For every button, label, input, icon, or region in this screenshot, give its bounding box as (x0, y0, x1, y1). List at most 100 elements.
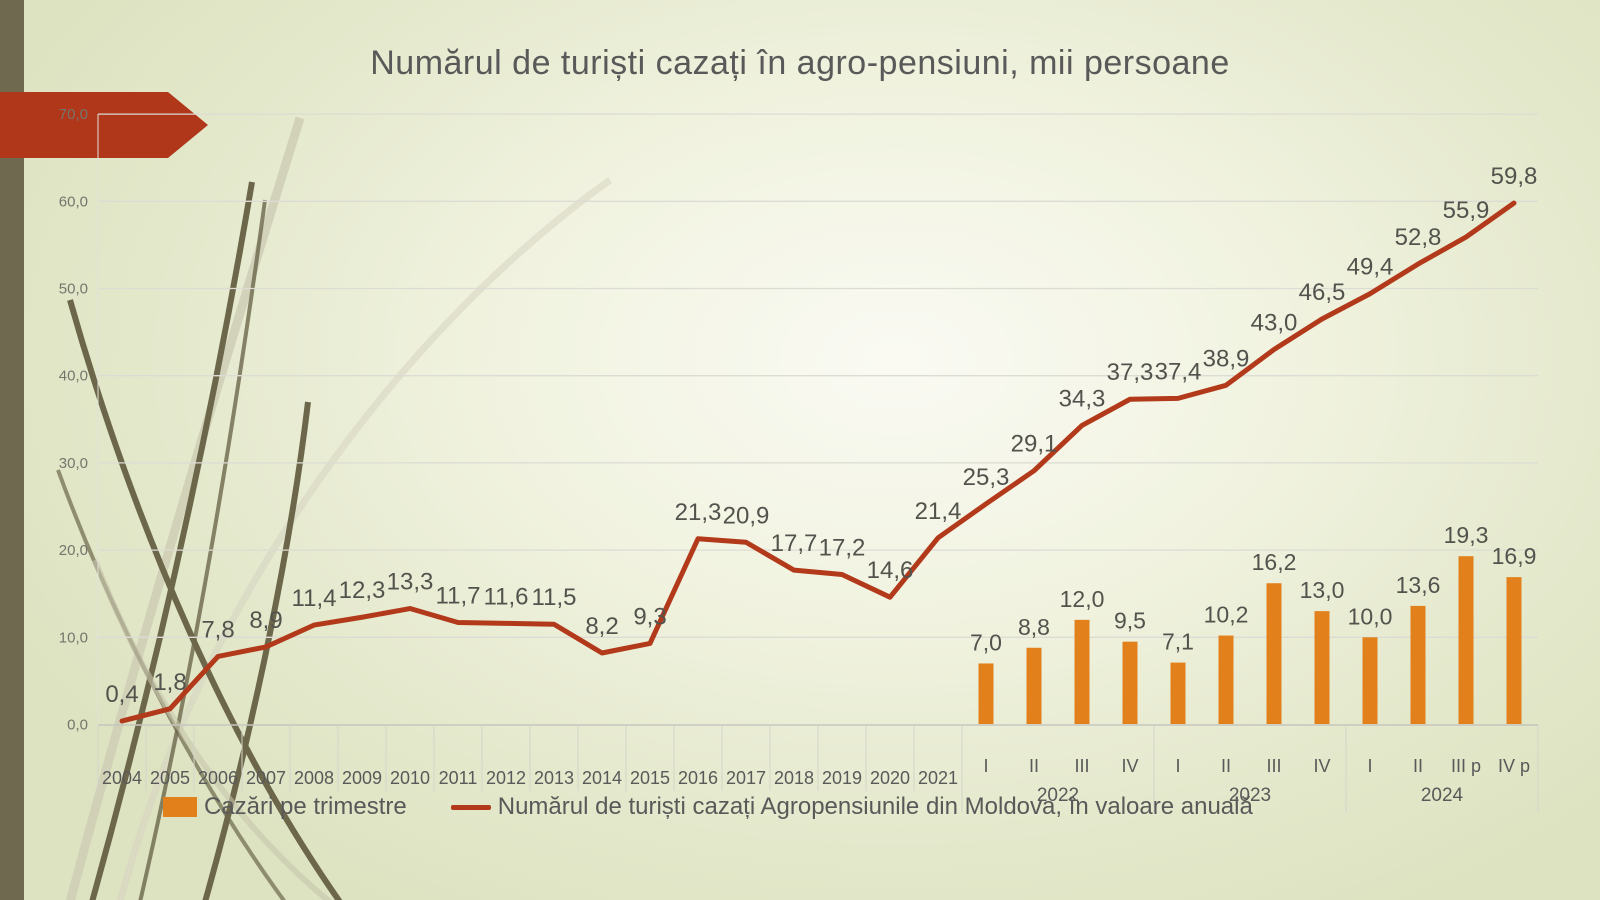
dlab-text: 52,8 (1395, 224, 1442, 251)
bar-swatch-icon (163, 797, 197, 817)
dlab-text: 12,3 (339, 577, 386, 604)
line-series (119, 200, 1517, 724)
blab-text: 13,0 (1300, 577, 1345, 603)
dlab-text: 34,3 (1059, 385, 1106, 412)
bar (1266, 583, 1282, 724)
bar (978, 663, 994, 724)
dlab-text: 14,6 (867, 557, 914, 584)
dlab-text: 49,4 (1347, 254, 1394, 281)
ylab-text: 50,0 (59, 281, 88, 298)
bar-series (978, 556, 1522, 724)
gylab-text: 2022 (1037, 785, 1079, 806)
xlab-text: I (983, 756, 988, 776)
xlab-text: 2007 (246, 768, 286, 788)
xlab-text: I (1367, 756, 1372, 776)
dlab-text: 37,3 (1107, 359, 1154, 386)
bar (1170, 662, 1186, 724)
blab-text: 7,1 (1162, 629, 1194, 655)
blab-text: 16,2 (1252, 549, 1297, 575)
red-arrow-accent (0, 92, 208, 158)
dlab-text: 11,5 (532, 584, 577, 611)
xlab-text: III (1074, 756, 1089, 776)
dlab-text: 46,5 (1299, 279, 1346, 306)
dlab-text: 11,4 (292, 585, 337, 612)
line-swatch-icon (450, 804, 491, 810)
legend-label: Cazări pe trimestre (204, 793, 407, 820)
xlab-text: 2020 (870, 768, 910, 788)
blab-text: 13,6 (1396, 572, 1441, 598)
dlab-text: 17,7 (771, 530, 818, 557)
legend-item-bars: Cazări pe trimestre (163, 793, 407, 821)
xlab-text: 2015 (630, 768, 670, 788)
blab-text: 8,8 (1018, 614, 1050, 640)
bar (1074, 619, 1090, 724)
dlab-text: 21,4 (915, 498, 962, 525)
xlab-text: 2006 (198, 768, 238, 788)
xlab-text: 2004 (102, 768, 142, 788)
xlab-text: 2016 (678, 768, 718, 788)
blab-text: 12,0 (1060, 586, 1105, 612)
ylab-text: 0,0 (67, 717, 88, 734)
bar (1122, 641, 1138, 724)
dlab-text: 20,9 (723, 502, 770, 529)
xlab-text: III p (1451, 756, 1481, 776)
xlab-text: 2014 (582, 768, 622, 788)
ylab-text: 60,0 (59, 193, 88, 210)
xlab-text: 2013 (534, 768, 574, 788)
ylab-text: 20,0 (59, 542, 88, 559)
xlab-text: IV p (1498, 756, 1530, 776)
xlab-text: 2018 (774, 768, 814, 788)
ylab-text: 30,0 (59, 455, 88, 472)
chart-legend: Cazări pe trimestre Numărul de turiști c… (163, 793, 1253, 821)
dlab-text: 9,3 (633, 603, 666, 630)
legend-label: Numărul de turiști cazați Agropensiunile… (497, 793, 1253, 820)
dlab-text: 0,4 (105, 681, 138, 708)
page-title: Numărul de turiști cazați în agro-pensiu… (370, 44, 1230, 82)
blab-text: 19,3 (1444, 522, 1489, 548)
xlab-text: II (1413, 756, 1423, 776)
dlab-text: 38,9 (1203, 345, 1250, 372)
dlab-text: 25,3 (963, 464, 1010, 491)
blab-text: 10,0 (1348, 603, 1393, 629)
bar (1410, 605, 1426, 724)
dlab-text: 21,3 (675, 499, 722, 526)
dlab-text: 1,8 (153, 669, 186, 696)
bar (1026, 647, 1042, 724)
xlab-text: 2019 (822, 768, 862, 788)
xlab-text: IV (1121, 756, 1138, 776)
xlab-text: 2009 (342, 768, 382, 788)
xlab-text: 2021 (918, 768, 958, 788)
dlab-text: 7,8 (201, 616, 234, 643)
ylab-text: 40,0 (59, 368, 88, 385)
xlab-text: 2010 (390, 768, 430, 788)
xlab-text: II (1029, 756, 1039, 776)
blab-text: 9,5 (1114, 608, 1146, 634)
data-labels: 0,4 1,8 7,8 8,9 11,4 12,3 13,311,7 11,6 11,5 8,2 9… (105, 163, 1537, 708)
blab-text: 10,2 (1204, 602, 1249, 628)
dlab-text: 29,1 (1011, 431, 1058, 458)
dlab-text: 37,4 (1155, 358, 1202, 385)
y-axis-labels: 0,0 10,0 20,0 30,0 40,0 50,0 60,0 70,0 (59, 106, 88, 733)
ylab-text: 10,0 (59, 629, 88, 646)
blab-text: 7,0 (970, 629, 1002, 655)
xlab-text: IV (1313, 756, 1330, 776)
bar (1362, 637, 1378, 724)
xlab-text: II (1221, 756, 1231, 776)
dlab-text: 8,9 (249, 607, 282, 634)
dlab-text: 17,2 (819, 535, 866, 562)
bar (1458, 556, 1474, 724)
bar (1314, 611, 1330, 724)
y-gridlines (97, 113, 1538, 726)
bar (1218, 635, 1234, 724)
line-path (119, 200, 1517, 724)
xlab-text: 2005 (150, 768, 190, 788)
dlab-text: 55,9 (1443, 197, 1490, 224)
xlab-text: 2011 (439, 768, 478, 788)
xlab-text: 2008 (294, 768, 334, 788)
gylab-text: 2023 (1229, 785, 1271, 806)
dlab-text: 43,0 (1251, 310, 1298, 337)
dlab-text: 8,2 (585, 613, 618, 640)
xlab-text: III (1266, 756, 1281, 776)
xlab-text: 2017 (726, 768, 766, 788)
